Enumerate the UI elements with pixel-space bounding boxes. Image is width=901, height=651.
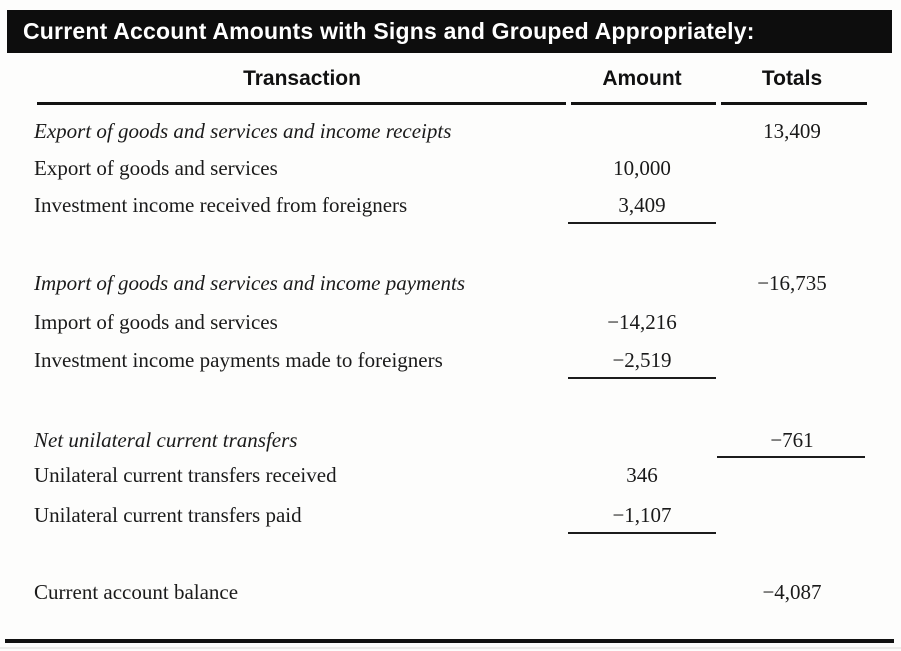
- transaction-label: Unilateral current transfers paid: [34, 502, 302, 527]
- table-row: Import of goods and services −14,216: [34, 303, 867, 341]
- column-header-amount: Amount: [602, 67, 682, 90]
- table-row: Investment income payments made to forei…: [34, 341, 867, 379]
- column-header-row: Transaction Amount Totals: [37, 64, 867, 94]
- header-rule-amount: [571, 102, 716, 105]
- transaction-label: Export of goods and services and income …: [34, 118, 452, 143]
- transaction-label: Import of goods and services: [34, 309, 278, 334]
- transaction-label: Import of goods and services and income …: [34, 270, 466, 295]
- table-row-group3-summary: Net unilateral current transfers −761: [34, 421, 867, 459]
- transaction-label: Current account balance: [34, 579, 239, 604]
- amount-value: −2,519: [612, 347, 672, 372]
- column-header-transaction: Transaction: [243, 67, 361, 90]
- header-rule-totals: [721, 102, 867, 105]
- amount-value: 10,000: [613, 155, 671, 180]
- table-row: Unilateral current transfers received 34…: [34, 456, 867, 494]
- table-row: Investment income received from foreigne…: [34, 186, 867, 224]
- table-row-group1-summary: Export of goods and services and income …: [34, 112, 867, 150]
- sum-rule-amount-group3: [568, 532, 716, 534]
- totals-value: −4,087: [762, 579, 822, 604]
- transaction-label: Unilateral current transfers received: [34, 462, 337, 487]
- transaction-label: Net unilateral current transfers: [34, 427, 298, 452]
- amount-value: −1,107: [612, 502, 672, 527]
- totals-value: −761: [770, 427, 814, 452]
- table-row-group2-summary: Import of goods and services and income …: [34, 264, 867, 302]
- header-rule-transaction: [37, 102, 566, 105]
- amount-value: −14,216: [607, 309, 677, 334]
- column-header-totals: Totals: [761, 67, 823, 90]
- table-title-bar: Current Account Amounts with Signs and G…: [7, 10, 892, 53]
- transaction-label: Investment income received from foreigne…: [34, 192, 408, 217]
- amount-value: 3,409: [618, 192, 666, 217]
- sum-rule-totals-group3: [717, 456, 865, 458]
- table-bottom-rule: [5, 639, 894, 643]
- transaction-label: Investment income payments made to forei…: [34, 347, 443, 372]
- transaction-label: Export of goods and services: [34, 155, 278, 180]
- table-row-balance: Current account balance −4,087: [34, 573, 867, 611]
- table-row: Unilateral current transfers paid −1,107: [34, 496, 867, 534]
- table-title: Current Account Amounts with Signs and G…: [23, 18, 755, 44]
- page-bottom-edge: [0, 647, 901, 649]
- totals-value: 13,409: [763, 118, 821, 143]
- sum-rule-amount-group1: [568, 222, 716, 224]
- amount-value: 346: [626, 462, 658, 487]
- table-row: Export of goods and services 10,000: [34, 149, 867, 187]
- sum-rule-amount-group2: [568, 377, 716, 379]
- totals-value: −16,735: [757, 270, 827, 295]
